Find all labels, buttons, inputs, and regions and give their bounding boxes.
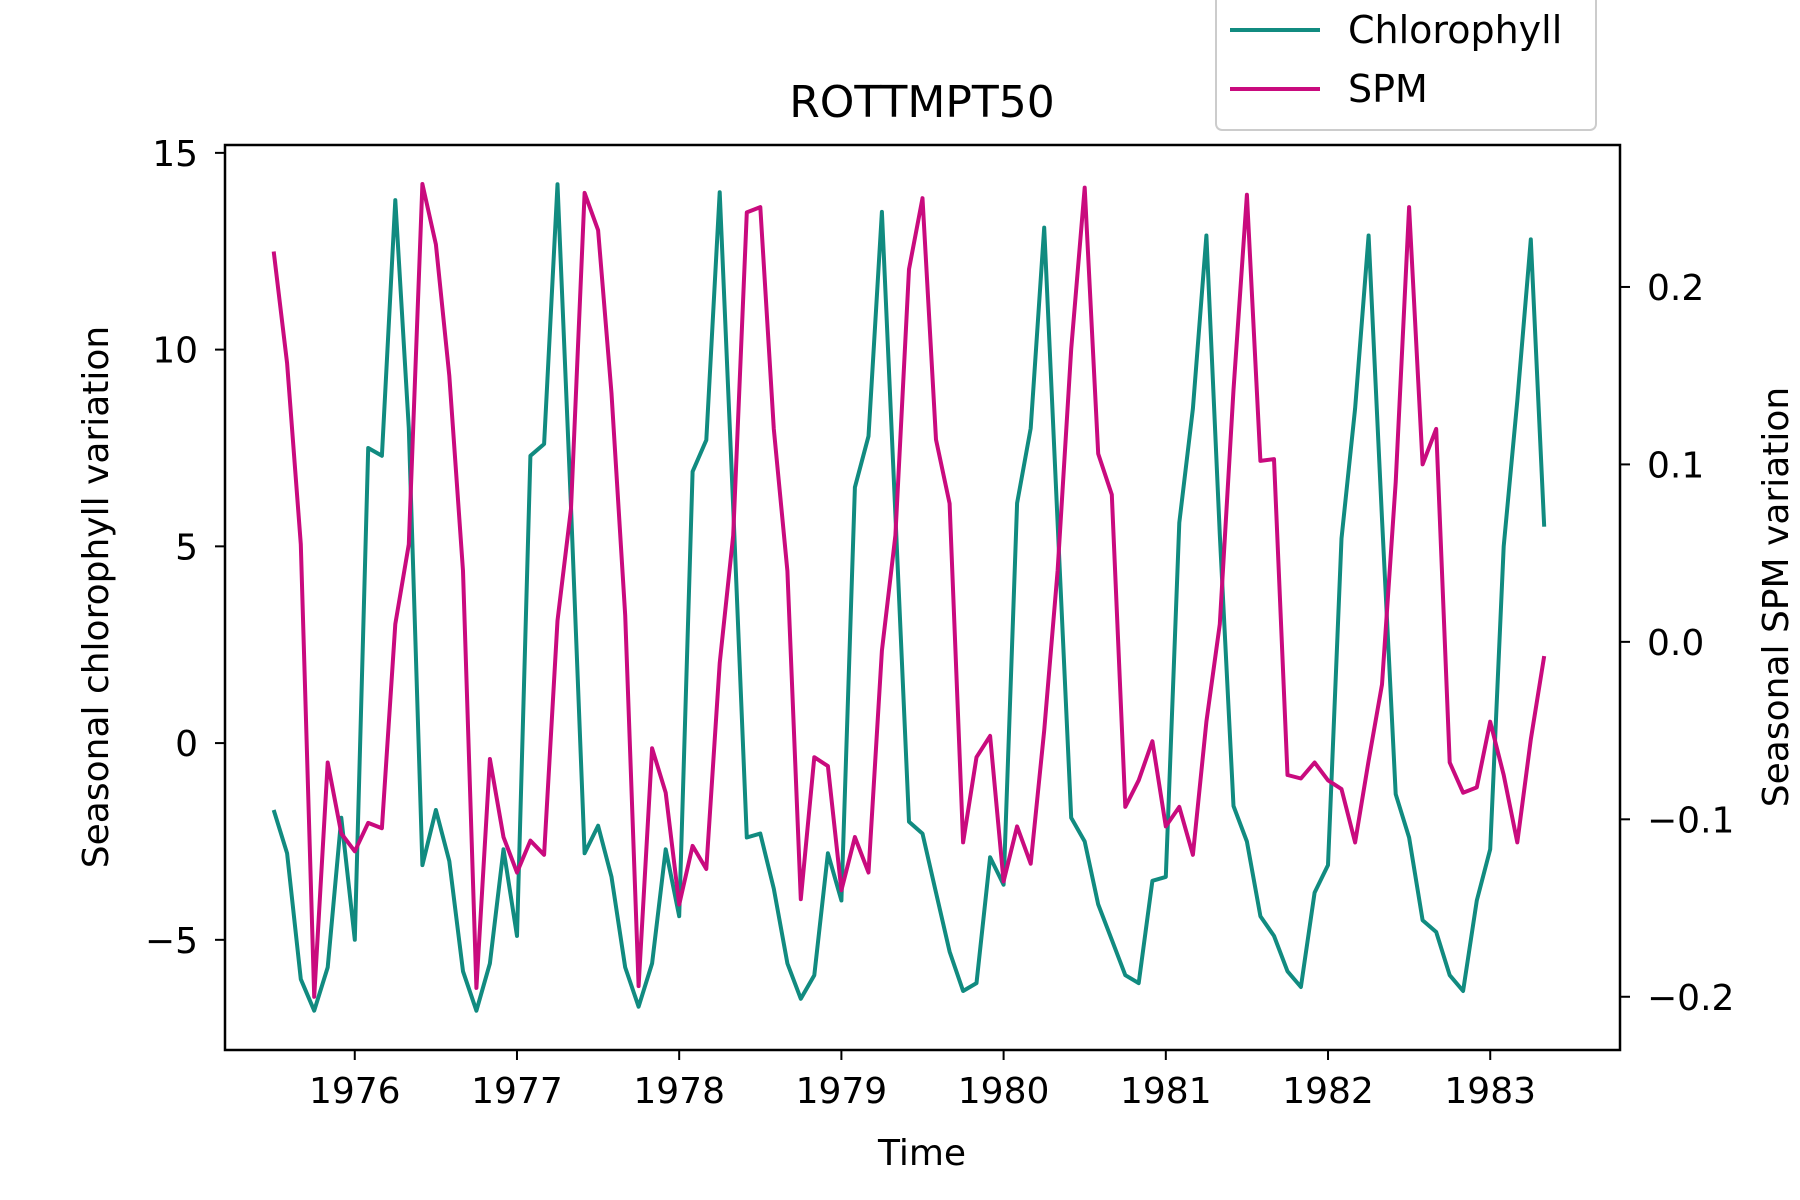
x-axis-title: Time bbox=[877, 1133, 966, 1174]
x-tick-label: 1979 bbox=[796, 1071, 888, 1112]
legend-box bbox=[1215, 0, 1597, 131]
series-layer bbox=[271, 182, 1547, 1013]
plot-frame bbox=[223, 143, 1622, 1052]
x-tick-label: 1980 bbox=[958, 1071, 1050, 1112]
x-tick-label: 1981 bbox=[1120, 1071, 1212, 1112]
x-tick-label: 1977 bbox=[471, 1071, 563, 1112]
legend: Chlorophyll SPM bbox=[1215, 0, 1597, 131]
left-y-tick-label: 15 bbox=[152, 134, 198, 175]
left-y-tick-label: 5 bbox=[175, 527, 198, 568]
right-y-tick-label: 0.1 bbox=[1647, 445, 1704, 486]
left-y-axis-title: Seasonal chlorophyll variation bbox=[76, 326, 117, 868]
right-y-tick-label: −0.2 bbox=[1647, 978, 1734, 1019]
left-y-tick-label: −5 bbox=[145, 921, 198, 962]
left-y-tick-label: 0 bbox=[175, 724, 198, 765]
right-y-tick-label: 0.0 bbox=[1647, 623, 1704, 664]
legend-label-chlorophyll: Chlorophyll bbox=[1348, 8, 1562, 52]
series-line-spm bbox=[271, 182, 1547, 999]
x-tick-label: 1983 bbox=[1444, 1071, 1536, 1112]
series-line-chlorophyll bbox=[271, 182, 1547, 1013]
x-axis: 1976 1977 1978 1979 1980 1981 1982 1983 bbox=[309, 1050, 1536, 1112]
x-tick-label: 1976 bbox=[309, 1071, 401, 1112]
right-y-tick-label: −0.1 bbox=[1647, 800, 1734, 841]
left-y-axis: −5 0 5 10 15 bbox=[145, 134, 225, 962]
right-y-axis: −0.2 −0.1 0.0 0.1 0.2 bbox=[1620, 268, 1734, 1019]
left-y-tick-label: 10 bbox=[152, 331, 198, 372]
right-y-tick-label: 0.2 bbox=[1647, 268, 1704, 309]
x-tick-label: 1978 bbox=[633, 1071, 725, 1112]
x-tick-label: 1982 bbox=[1282, 1071, 1374, 1112]
chart-title: ROTTMPT50 bbox=[789, 77, 1055, 128]
legend-label-spm: SPM bbox=[1348, 67, 1428, 111]
right-y-axis-title: Seasonal SPM variation bbox=[1756, 387, 1797, 807]
